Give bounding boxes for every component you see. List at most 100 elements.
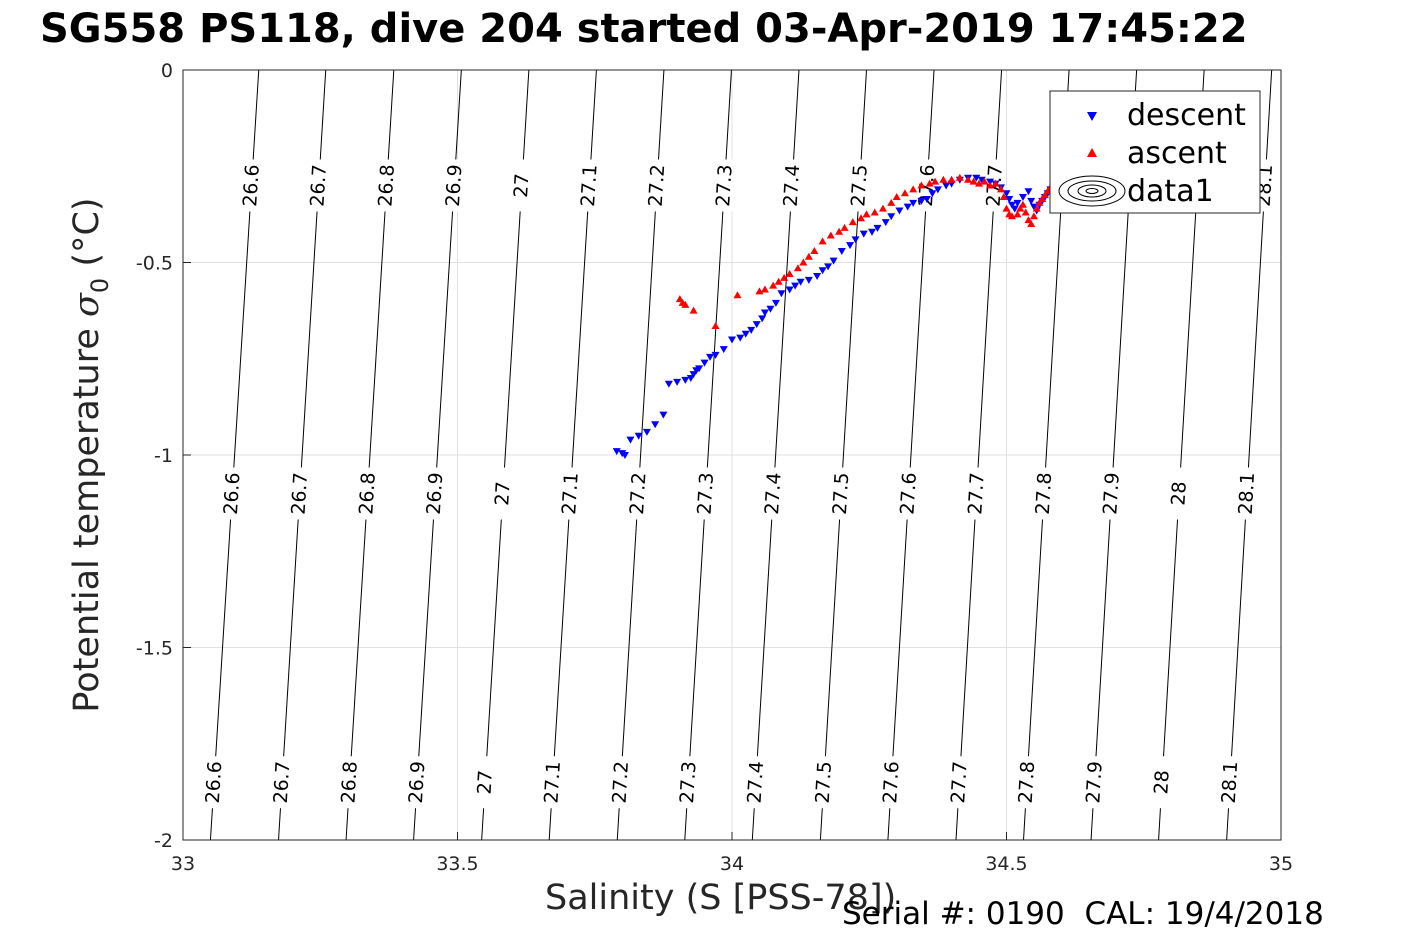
descent-point bbox=[917, 197, 926, 205]
descent-point bbox=[760, 309, 769, 317]
descent-point bbox=[664, 380, 673, 388]
descent-point bbox=[824, 263, 833, 271]
ascent-point bbox=[826, 231, 835, 239]
descent-point bbox=[766, 305, 775, 313]
contour-label-bg bbox=[694, 467, 717, 520]
contour-label-bg bbox=[474, 756, 497, 809]
y-axis-label-unit: (°C) bbox=[67, 197, 107, 278]
descent-point bbox=[758, 315, 767, 323]
contour-label-bg bbox=[240, 159, 263, 212]
legend-descent-label: descent bbox=[1127, 98, 1246, 133]
descent-point bbox=[796, 278, 805, 286]
x-axis-label: Salinity (S [PSS-78]) bbox=[545, 878, 897, 918]
ascent-point bbox=[892, 193, 901, 201]
ascent-point bbox=[840, 223, 849, 231]
descent-point bbox=[909, 199, 918, 207]
contour-label-bg bbox=[1083, 756, 1106, 809]
ascent-point bbox=[785, 270, 794, 278]
contour-label-bg bbox=[541, 756, 564, 809]
y-tick-label: -2 bbox=[154, 830, 173, 852]
descent-point bbox=[837, 247, 846, 255]
legend-data1-icon bbox=[1058, 175, 1126, 207]
ascent-point bbox=[711, 322, 720, 330]
ascent-point bbox=[917, 181, 926, 189]
descent-point bbox=[1027, 197, 1036, 205]
x-tick-label: 34.5 bbox=[985, 853, 1027, 875]
ascent-point bbox=[862, 210, 871, 218]
contour-label-bg bbox=[406, 756, 429, 809]
contour-label: 27 bbox=[510, 173, 533, 198]
ascent-point bbox=[835, 227, 844, 235]
descent-point bbox=[700, 359, 709, 367]
ascent-point bbox=[900, 189, 909, 197]
contour-label: 26.6 bbox=[239, 164, 264, 208]
contour-label-bg bbox=[677, 756, 700, 809]
contour-label-bg bbox=[510, 159, 533, 212]
y-axis-label: Potential temperature σ0 (°C) bbox=[67, 197, 114, 712]
contour-label-bg bbox=[1168, 467, 1191, 520]
contour-label-bg bbox=[491, 467, 514, 520]
descent-point bbox=[728, 336, 736, 344]
contour-label-bg bbox=[578, 159, 601, 212]
ascent-point bbox=[997, 185, 1006, 193]
contour-label: 27.4 bbox=[761, 472, 786, 516]
contour-label-bg bbox=[288, 467, 311, 520]
descent-point bbox=[881, 219, 890, 227]
ascent-point bbox=[878, 204, 887, 212]
contour-label: 27.1 bbox=[558, 472, 583, 516]
ascent-point bbox=[980, 177, 989, 185]
ascent-point bbox=[1040, 191, 1049, 199]
descent-point bbox=[933, 186, 942, 194]
descent-point bbox=[1010, 205, 1019, 213]
contour-label-bg bbox=[948, 756, 971, 809]
ascent-point bbox=[939, 175, 948, 183]
ascent-point bbox=[969, 177, 978, 185]
ascent-point bbox=[1038, 194, 1047, 202]
ascent-point bbox=[1021, 208, 1030, 216]
contour-label: 27.3 bbox=[694, 472, 719, 516]
ascent-point bbox=[848, 218, 857, 226]
contour-label: 28.1 bbox=[1218, 760, 1242, 804]
descent-point bbox=[813, 272, 822, 280]
ascent-point bbox=[1013, 210, 1022, 218]
ascent-point bbox=[1002, 204, 1011, 212]
descent-point bbox=[942, 182, 951, 190]
ascent-point bbox=[975, 179, 984, 187]
descent-point bbox=[681, 376, 690, 384]
contour-label-bg bbox=[609, 756, 632, 809]
contour-label: 27.7 bbox=[947, 760, 971, 804]
contour-label-bg bbox=[713, 159, 736, 212]
contour-label-bg bbox=[338, 756, 361, 809]
chart-title: SG558 PS118, dive 204 started 03-Apr-201… bbox=[40, 6, 1248, 52]
contour-label: 26.6 bbox=[220, 472, 245, 516]
descent-point bbox=[1018, 194, 1027, 202]
contour-label-bg bbox=[221, 467, 244, 520]
descent-point bbox=[612, 448, 621, 456]
contour-label-bg bbox=[830, 467, 853, 520]
descent-point bbox=[719, 346, 728, 354]
ascent-point bbox=[1027, 220, 1036, 227]
descent-point bbox=[673, 378, 682, 386]
contour-label-bg bbox=[1100, 467, 1123, 520]
descent-point bbox=[620, 452, 629, 459]
descent-point bbox=[785, 286, 794, 294]
contour-label: 26.7 bbox=[287, 472, 312, 516]
descent-point bbox=[829, 257, 838, 265]
contour-label: 27.8 bbox=[1032, 472, 1056, 516]
contour-label-bg bbox=[762, 467, 785, 520]
contour-label: 26.6 bbox=[202, 760, 227, 804]
legend-descent-marker bbox=[1087, 112, 1097, 121]
contour-label: 28.1 bbox=[1235, 472, 1259, 516]
descent-point bbox=[972, 174, 981, 182]
ascent-point bbox=[793, 264, 802, 272]
ascent-point bbox=[681, 300, 690, 308]
descent-point bbox=[851, 236, 860, 244]
descent-point bbox=[859, 230, 868, 238]
ascent-point bbox=[986, 181, 995, 189]
descent-point bbox=[706, 353, 715, 361]
y-axis-label-subscript: 0 bbox=[86, 277, 114, 294]
ascent-point bbox=[799, 258, 808, 266]
ascent-point bbox=[931, 177, 940, 185]
y-tick-label: -0.5 bbox=[136, 253, 173, 275]
